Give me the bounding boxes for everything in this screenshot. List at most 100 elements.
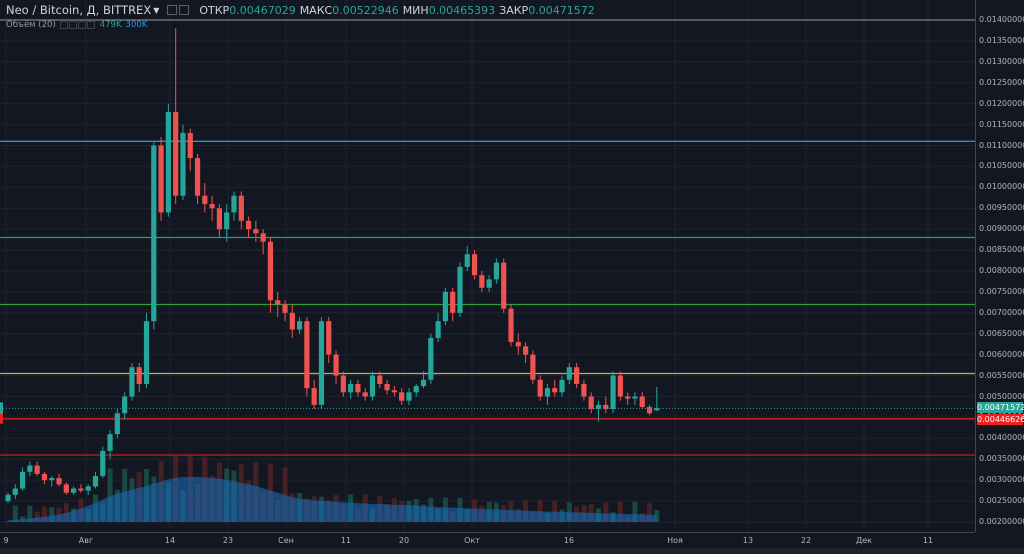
candle-body [136, 367, 142, 384]
candle-body [63, 484, 69, 493]
volume-ma-area [8, 477, 657, 522]
volume-bar [63, 503, 69, 522]
candle-body [333, 354, 339, 376]
candle-body [413, 386, 419, 393]
candle-body [56, 478, 62, 485]
price-tick-label: 0.01350000 [979, 35, 1024, 45]
price-tick-label: 0.00550000 [979, 370, 1024, 380]
price-tick-label: 0.00800000 [979, 266, 1024, 275]
open-label: ОТКР [199, 3, 230, 17]
volume-bar [647, 503, 653, 522]
candle-body [173, 112, 179, 196]
left-marker-level [0, 413, 3, 424]
candle-body [362, 392, 368, 397]
eye-icon[interactable] [167, 5, 178, 15]
price-tick-label: 0.01100000 [979, 140, 1024, 150]
price-tick-label: 0.00750000 [979, 286, 1024, 296]
low-label: МИН [402, 3, 429, 17]
candle-body [639, 396, 645, 407]
volume-value-blue: 300K [125, 20, 148, 30]
candle-body [129, 367, 135, 397]
candle-body [41, 473, 48, 481]
last-price-tag: 0.00471572 [977, 402, 1024, 414]
candle-body [209, 204, 215, 209]
candle-body [253, 229, 259, 234]
candle-body [617, 375, 623, 397]
time-tick-label: 11 [922, 536, 934, 545]
candle-body [544, 388, 551, 397]
price-tick-label: 0.01250000 [979, 77, 1024, 87]
price-tick-label: 0.01150000 [979, 119, 1024, 129]
volume-name[interactable]: Объём (20) [6, 20, 56, 30]
candle-body [574, 367, 580, 384]
candle-body [530, 354, 536, 380]
price-tick-label: 0.00250000 [979, 496, 1024, 506]
candle-body [479, 275, 485, 288]
candle-body [275, 300, 281, 305]
price-tick-label: 0.00600000 [979, 349, 1024, 359]
candle-body [537, 379, 543, 397]
price-axis[interactable]: 0.01400000 0.01350000 0.01300000 0.01250000… [975, 0, 1024, 532]
candle-body [646, 406, 653, 414]
candle-body [5, 494, 11, 502]
candle-body [399, 392, 405, 401]
volume-bar [107, 468, 113, 522]
candle-body [377, 375, 383, 384]
volume-bar [27, 505, 33, 522]
candle-body [304, 321, 310, 389]
candle-body [267, 241, 274, 301]
volume-bar [12, 505, 18, 522]
candle-body [515, 342, 521, 347]
candle-body [49, 478, 55, 481]
close-icon[interactable] [77, 21, 86, 29]
settings-icon[interactable] [179, 5, 190, 15]
high-label: МАКС [299, 3, 333, 17]
candle-body [588, 396, 594, 410]
volume-bar [537, 499, 543, 522]
symbol-title[interactable]: Neo / Bitcoin, Д, BITTREX [6, 3, 152, 17]
candle-body [435, 321, 441, 338]
chevron-down-icon[interactable]: ▼ [153, 5, 160, 15]
volume-bar [282, 467, 288, 522]
candle-body [464, 254, 470, 267]
time-tick-label: Дек [855, 536, 873, 545]
candle-body [355, 383, 361, 393]
candlestick-chart[interactable] [0, 0, 975, 532]
candle-body [224, 212, 230, 230]
candle-body [187, 132, 193, 159]
price-tick-label: 0.00850000 [979, 245, 1024, 255]
candle-body [603, 404, 609, 410]
more-icon[interactable] [86, 21, 95, 29]
candle-body [100, 450, 106, 476]
candle-body [625, 396, 631, 399]
left-marker-last [0, 402, 3, 415]
candle-body [428, 337, 434, 380]
chart-area[interactable] [0, 0, 975, 532]
candle-body [522, 346, 529, 355]
time-tick-label: 14 [164, 536, 176, 545]
candle-body [85, 486, 91, 491]
candle-body [107, 434, 113, 451]
volume-bar [603, 502, 609, 522]
open-value: 0.00467029 [229, 3, 296, 17]
price-tick-label: 0.01000000 [979, 182, 1024, 192]
candle-body [245, 220, 252, 230]
time-tick-label: 16 [563, 536, 575, 545]
candle-body [442, 291, 448, 322]
candle-body [78, 488, 84, 491]
volume-bar [617, 501, 623, 522]
price-tick-label: 0.00300000 [979, 475, 1024, 485]
time-tick-label: 20 [398, 536, 410, 545]
low-value: 0.00465393 [428, 3, 496, 17]
candle-body [194, 158, 201, 196]
candle-body [143, 321, 150, 384]
volume-bar [49, 507, 55, 522]
candle-body [216, 208, 223, 230]
eye-icon[interactable] [59, 21, 68, 29]
volume-bar [552, 500, 558, 522]
candle-body [384, 383, 390, 391]
close-value: 0.00471572 [528, 3, 595, 17]
time-axis[interactable]: 9 Авг 14 23 Сен 11 20 Окт 16 Ноя 13 22 Дек 11 [0, 532, 975, 548]
high-value: 0.00522946 [332, 3, 399, 17]
settings-icon[interactable] [68, 21, 77, 29]
